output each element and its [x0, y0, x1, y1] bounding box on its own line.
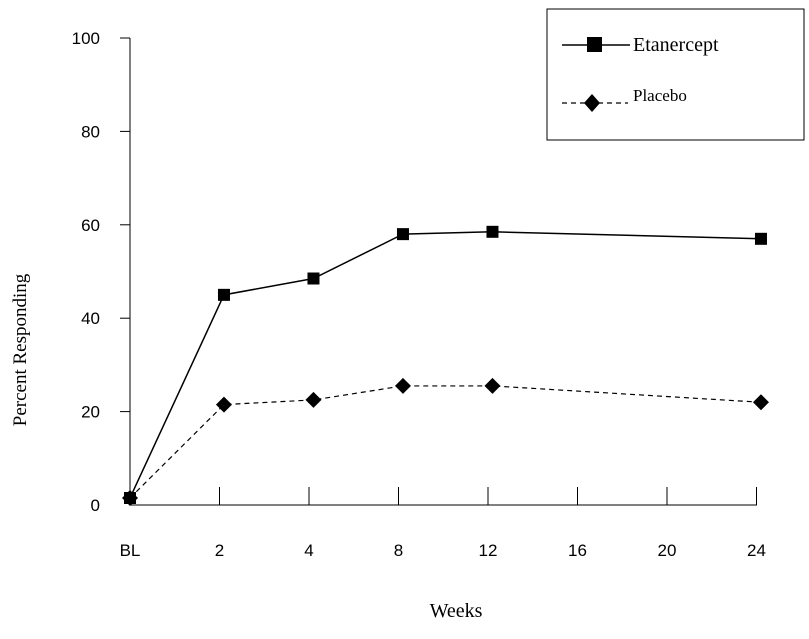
legend-marker-etanercept — [587, 37, 602, 52]
legend-marker-placebo — [584, 94, 600, 112]
series-line-placebo — [129, 385, 762, 499]
legend-box — [546, 8, 805, 141]
x-axis: BL 2 4 8 12 16 20 24 — [120, 487, 766, 560]
data-point-etanercept — [307, 272, 320, 285]
data-point-etanercept — [396, 228, 409, 241]
x-tick-label: 20 — [658, 541, 677, 560]
series-layer — [122, 225, 769, 506]
y-tick-label: 0 — [91, 496, 100, 515]
data-point-placebo — [394, 377, 411, 394]
y-tick-label: 80 — [81, 122, 100, 141]
series-line-etanercept — [129, 231, 761, 499]
data-point-placebo — [122, 489, 138, 506]
x-tick-label: 4 — [304, 541, 313, 560]
y-ticks: 0 20 40 60 80 100 — [72, 29, 130, 515]
y-tick-label: 20 — [81, 403, 100, 422]
x-tick-label: 8 — [394, 541, 403, 560]
y-axis-label: Percent Responding — [10, 273, 31, 426]
legend: Etanercept Placebo — [546, 8, 805, 141]
legend-label-etanercept: Etanercept — [633, 34, 719, 56]
y-axis: 0 20 40 60 80 100 — [72, 29, 131, 515]
y-tick-label: 100 — [72, 29, 100, 48]
data-point-placebo — [305, 391, 322, 408]
data-point-etanercept — [486, 225, 499, 238]
data-point-etanercept — [754, 232, 767, 245]
x-axis-label: Weeks — [430, 600, 483, 622]
x-tick-label: 24 — [747, 541, 766, 560]
data-point-placebo — [752, 394, 769, 411]
x-tick-label: 12 — [479, 541, 498, 560]
data-point-placebo — [215, 396, 232, 413]
x-ticks: BL 2 4 8 12 16 20 24 — [120, 487, 766, 560]
legend-label-placebo: Placebo — [633, 86, 687, 105]
x-tick-label: 2 — [215, 541, 224, 560]
data-point-placebo — [484, 377, 501, 394]
data-point-etanercept — [217, 288, 230, 301]
y-tick-label: 40 — [81, 309, 100, 328]
x-tick-label: BL — [120, 541, 141, 560]
x-tick-label: 16 — [568, 541, 587, 560]
y-tick-label: 60 — [81, 216, 100, 235]
